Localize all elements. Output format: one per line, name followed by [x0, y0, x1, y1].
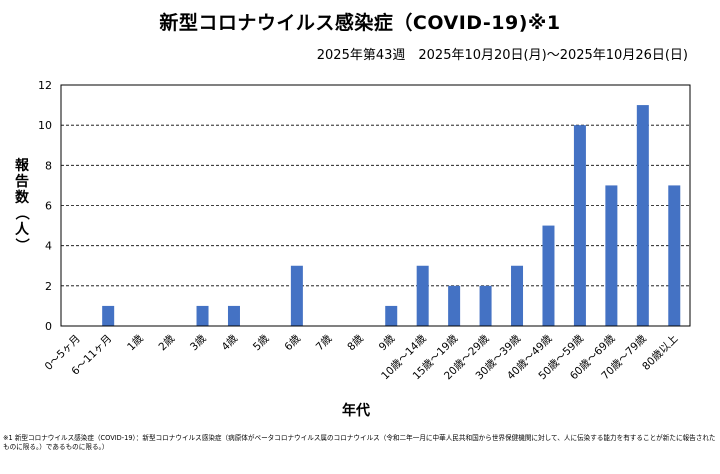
bar-17: [605, 185, 618, 326]
y-axis-label-char: 報: [15, 157, 30, 174]
y-tick-label: 8: [45, 159, 52, 172]
y-axis-label-char: 告: [15, 173, 29, 190]
y-axis-label-char: （: [13, 206, 29, 220]
y-tick-label: 4: [45, 240, 52, 253]
x-tick-label: 1歳: [125, 332, 146, 353]
y-axis-label: 報告数（人）: [13, 157, 30, 252]
footnote: ※1 新型コロナウイルス感染症（COVID-19）：新型コロナウイルス感染症（病…: [3, 434, 716, 451]
grid-lines: [61, 124, 690, 287]
bar-12: [448, 285, 461, 326]
x-tick-label: 8歳: [345, 332, 366, 353]
bar-13: [479, 285, 492, 326]
bar-1: [102, 305, 115, 326]
y-axis-label-char: ）: [13, 238, 29, 252]
bars: [102, 105, 681, 327]
x-tick-label: 9歳: [377, 332, 398, 353]
x-tick-label: 2歳: [157, 332, 178, 353]
x-tick-label: 6歳: [282, 332, 303, 353]
x-tick-label: 4歳: [219, 332, 240, 353]
bar-7: [290, 265, 303, 326]
chart-title: 新型コロナウイルス感染症（COVID-19)※1: [159, 12, 561, 34]
bar-11: [416, 265, 429, 326]
y-tick-label: 2: [45, 280, 52, 293]
bar-5: [227, 305, 240, 326]
bar-10: [385, 305, 398, 326]
x-tick-label: 5歳: [251, 332, 272, 353]
x-tick-label: 7歳: [314, 332, 335, 353]
bar-4: [196, 305, 209, 326]
y-tick-label: 0: [45, 320, 52, 333]
bar-19: [668, 185, 681, 326]
y-axis-label-char: 数: [15, 189, 30, 206]
plot-frame: [60, 84, 691, 327]
x-tick-label: 3歳: [188, 332, 209, 353]
y-tick-label: 10: [38, 119, 52, 132]
bar-15: [542, 225, 555, 326]
bar-18: [636, 105, 649, 326]
chart-subtitle: 2025年第43週 2025年10月20日(月)～2025年10月26日(日): [316, 48, 688, 63]
y-tick-labels: 0 2 4 6 8 10 12: [38, 79, 52, 333]
y-tick-label: 12: [38, 79, 52, 92]
y-tick-label: 6: [45, 200, 52, 213]
x-axis-label: 年代: [342, 402, 370, 419]
bar-16: [573, 125, 586, 327]
y-axis-label-char: 人: [15, 221, 30, 238]
bar-14: [511, 265, 524, 326]
